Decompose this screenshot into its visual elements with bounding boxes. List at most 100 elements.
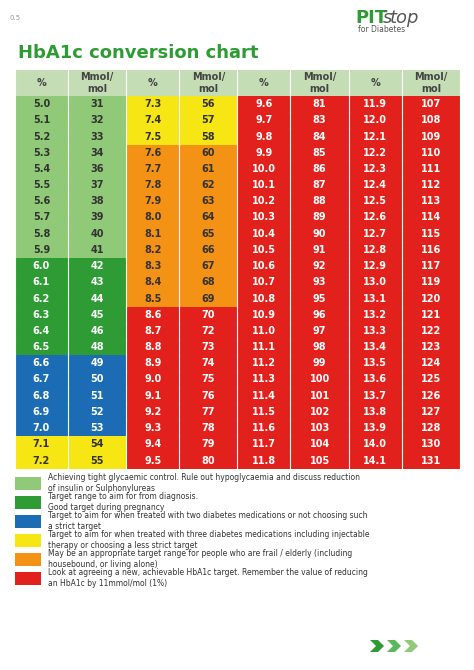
Text: 62: 62 — [201, 180, 215, 190]
Text: 9.8: 9.8 — [255, 131, 273, 141]
Bar — [291, 226, 349, 242]
Text: 10.9: 10.9 — [252, 310, 276, 320]
Text: 45: 45 — [91, 310, 104, 320]
Bar — [237, 161, 291, 177]
Text: 56: 56 — [201, 99, 215, 109]
Bar — [237, 339, 291, 355]
Bar — [179, 112, 237, 129]
Text: Target to aim for when treated with two diabetes medications or not choosing suc: Target to aim for when treated with two … — [48, 511, 367, 531]
Bar — [179, 210, 237, 226]
Text: 131: 131 — [421, 456, 441, 466]
Text: 6.2: 6.2 — [33, 293, 50, 304]
Bar — [291, 258, 349, 274]
Text: 74: 74 — [201, 358, 215, 369]
Bar — [237, 436, 291, 452]
Bar — [291, 339, 349, 355]
Text: 102: 102 — [310, 407, 330, 417]
Text: 85: 85 — [313, 147, 327, 157]
Text: 7.9: 7.9 — [144, 196, 161, 206]
Bar — [15, 355, 68, 371]
Text: 12.6: 12.6 — [363, 212, 387, 222]
Text: 6.7: 6.7 — [33, 375, 50, 385]
Bar — [349, 420, 402, 436]
Text: 65: 65 — [201, 228, 215, 239]
Text: 54: 54 — [91, 440, 104, 450]
Text: 11.4: 11.4 — [252, 391, 276, 401]
Bar — [68, 355, 126, 371]
Text: 7.3: 7.3 — [144, 99, 161, 109]
Text: 67: 67 — [201, 261, 215, 271]
Bar — [126, 258, 179, 274]
Bar — [349, 96, 402, 112]
Text: 43: 43 — [91, 277, 104, 287]
Bar — [291, 323, 349, 339]
Text: 91: 91 — [313, 245, 327, 255]
Text: 98: 98 — [313, 342, 327, 352]
Text: 76: 76 — [201, 391, 215, 401]
Text: 13.8: 13.8 — [363, 407, 387, 417]
Bar — [291, 436, 349, 452]
Bar — [291, 404, 349, 420]
Bar — [291, 290, 349, 307]
Bar — [291, 129, 349, 145]
Bar — [126, 404, 179, 420]
Text: 11.5: 11.5 — [252, 407, 276, 417]
Bar — [291, 388, 349, 404]
Text: %: % — [148, 78, 158, 88]
Bar — [402, 436, 460, 452]
Bar — [126, 210, 179, 226]
Bar — [15, 226, 68, 242]
Bar — [402, 258, 460, 274]
Bar — [237, 420, 291, 436]
Bar — [68, 226, 126, 242]
Text: 5.6: 5.6 — [33, 196, 50, 206]
Bar — [237, 193, 291, 210]
Bar — [291, 371, 349, 388]
Bar — [237, 96, 291, 112]
Bar — [291, 452, 349, 468]
Text: 13.4: 13.4 — [363, 342, 387, 352]
Bar — [68, 290, 126, 307]
Bar — [15, 210, 68, 226]
Text: 44: 44 — [91, 293, 104, 304]
Text: 13.6: 13.6 — [363, 375, 387, 385]
Text: 39: 39 — [91, 212, 104, 222]
Text: 10.1: 10.1 — [252, 180, 276, 190]
Text: 128: 128 — [421, 423, 441, 433]
Bar — [349, 339, 402, 355]
Bar — [15, 476, 41, 490]
Text: 36: 36 — [91, 164, 104, 174]
Text: 11.0: 11.0 — [252, 326, 276, 336]
Text: 6.8: 6.8 — [33, 391, 50, 401]
Text: 125: 125 — [421, 375, 441, 385]
Bar — [349, 242, 402, 258]
Text: 7.4: 7.4 — [144, 115, 161, 125]
Bar — [179, 242, 237, 258]
Text: Mmol/
mol: Mmol/ mol — [414, 72, 447, 94]
Bar — [15, 242, 68, 258]
Bar — [237, 112, 291, 129]
Text: 9.4: 9.4 — [144, 440, 161, 450]
Text: 122: 122 — [421, 326, 441, 336]
Bar — [126, 420, 179, 436]
Text: 110: 110 — [421, 147, 441, 157]
Polygon shape — [387, 640, 401, 652]
Text: 12.1: 12.1 — [363, 131, 387, 141]
Bar — [237, 404, 291, 420]
Bar — [15, 290, 68, 307]
Text: 103: 103 — [310, 423, 330, 433]
Text: 9.9: 9.9 — [255, 147, 273, 157]
Text: 92: 92 — [313, 261, 327, 271]
Text: Mmol/
mol: Mmol/ mol — [303, 72, 336, 94]
Bar — [349, 112, 402, 129]
Text: 6.3: 6.3 — [33, 310, 50, 320]
Text: 5.4: 5.4 — [33, 164, 50, 174]
Bar — [237, 355, 291, 371]
Text: HbA1c conversion chart: HbA1c conversion chart — [18, 44, 258, 62]
Text: %: % — [259, 78, 269, 88]
Text: 8.8: 8.8 — [144, 342, 162, 352]
Text: 10.7: 10.7 — [252, 277, 276, 287]
Bar — [15, 553, 41, 565]
Text: 11.1: 11.1 — [252, 342, 276, 352]
Bar — [402, 129, 460, 145]
